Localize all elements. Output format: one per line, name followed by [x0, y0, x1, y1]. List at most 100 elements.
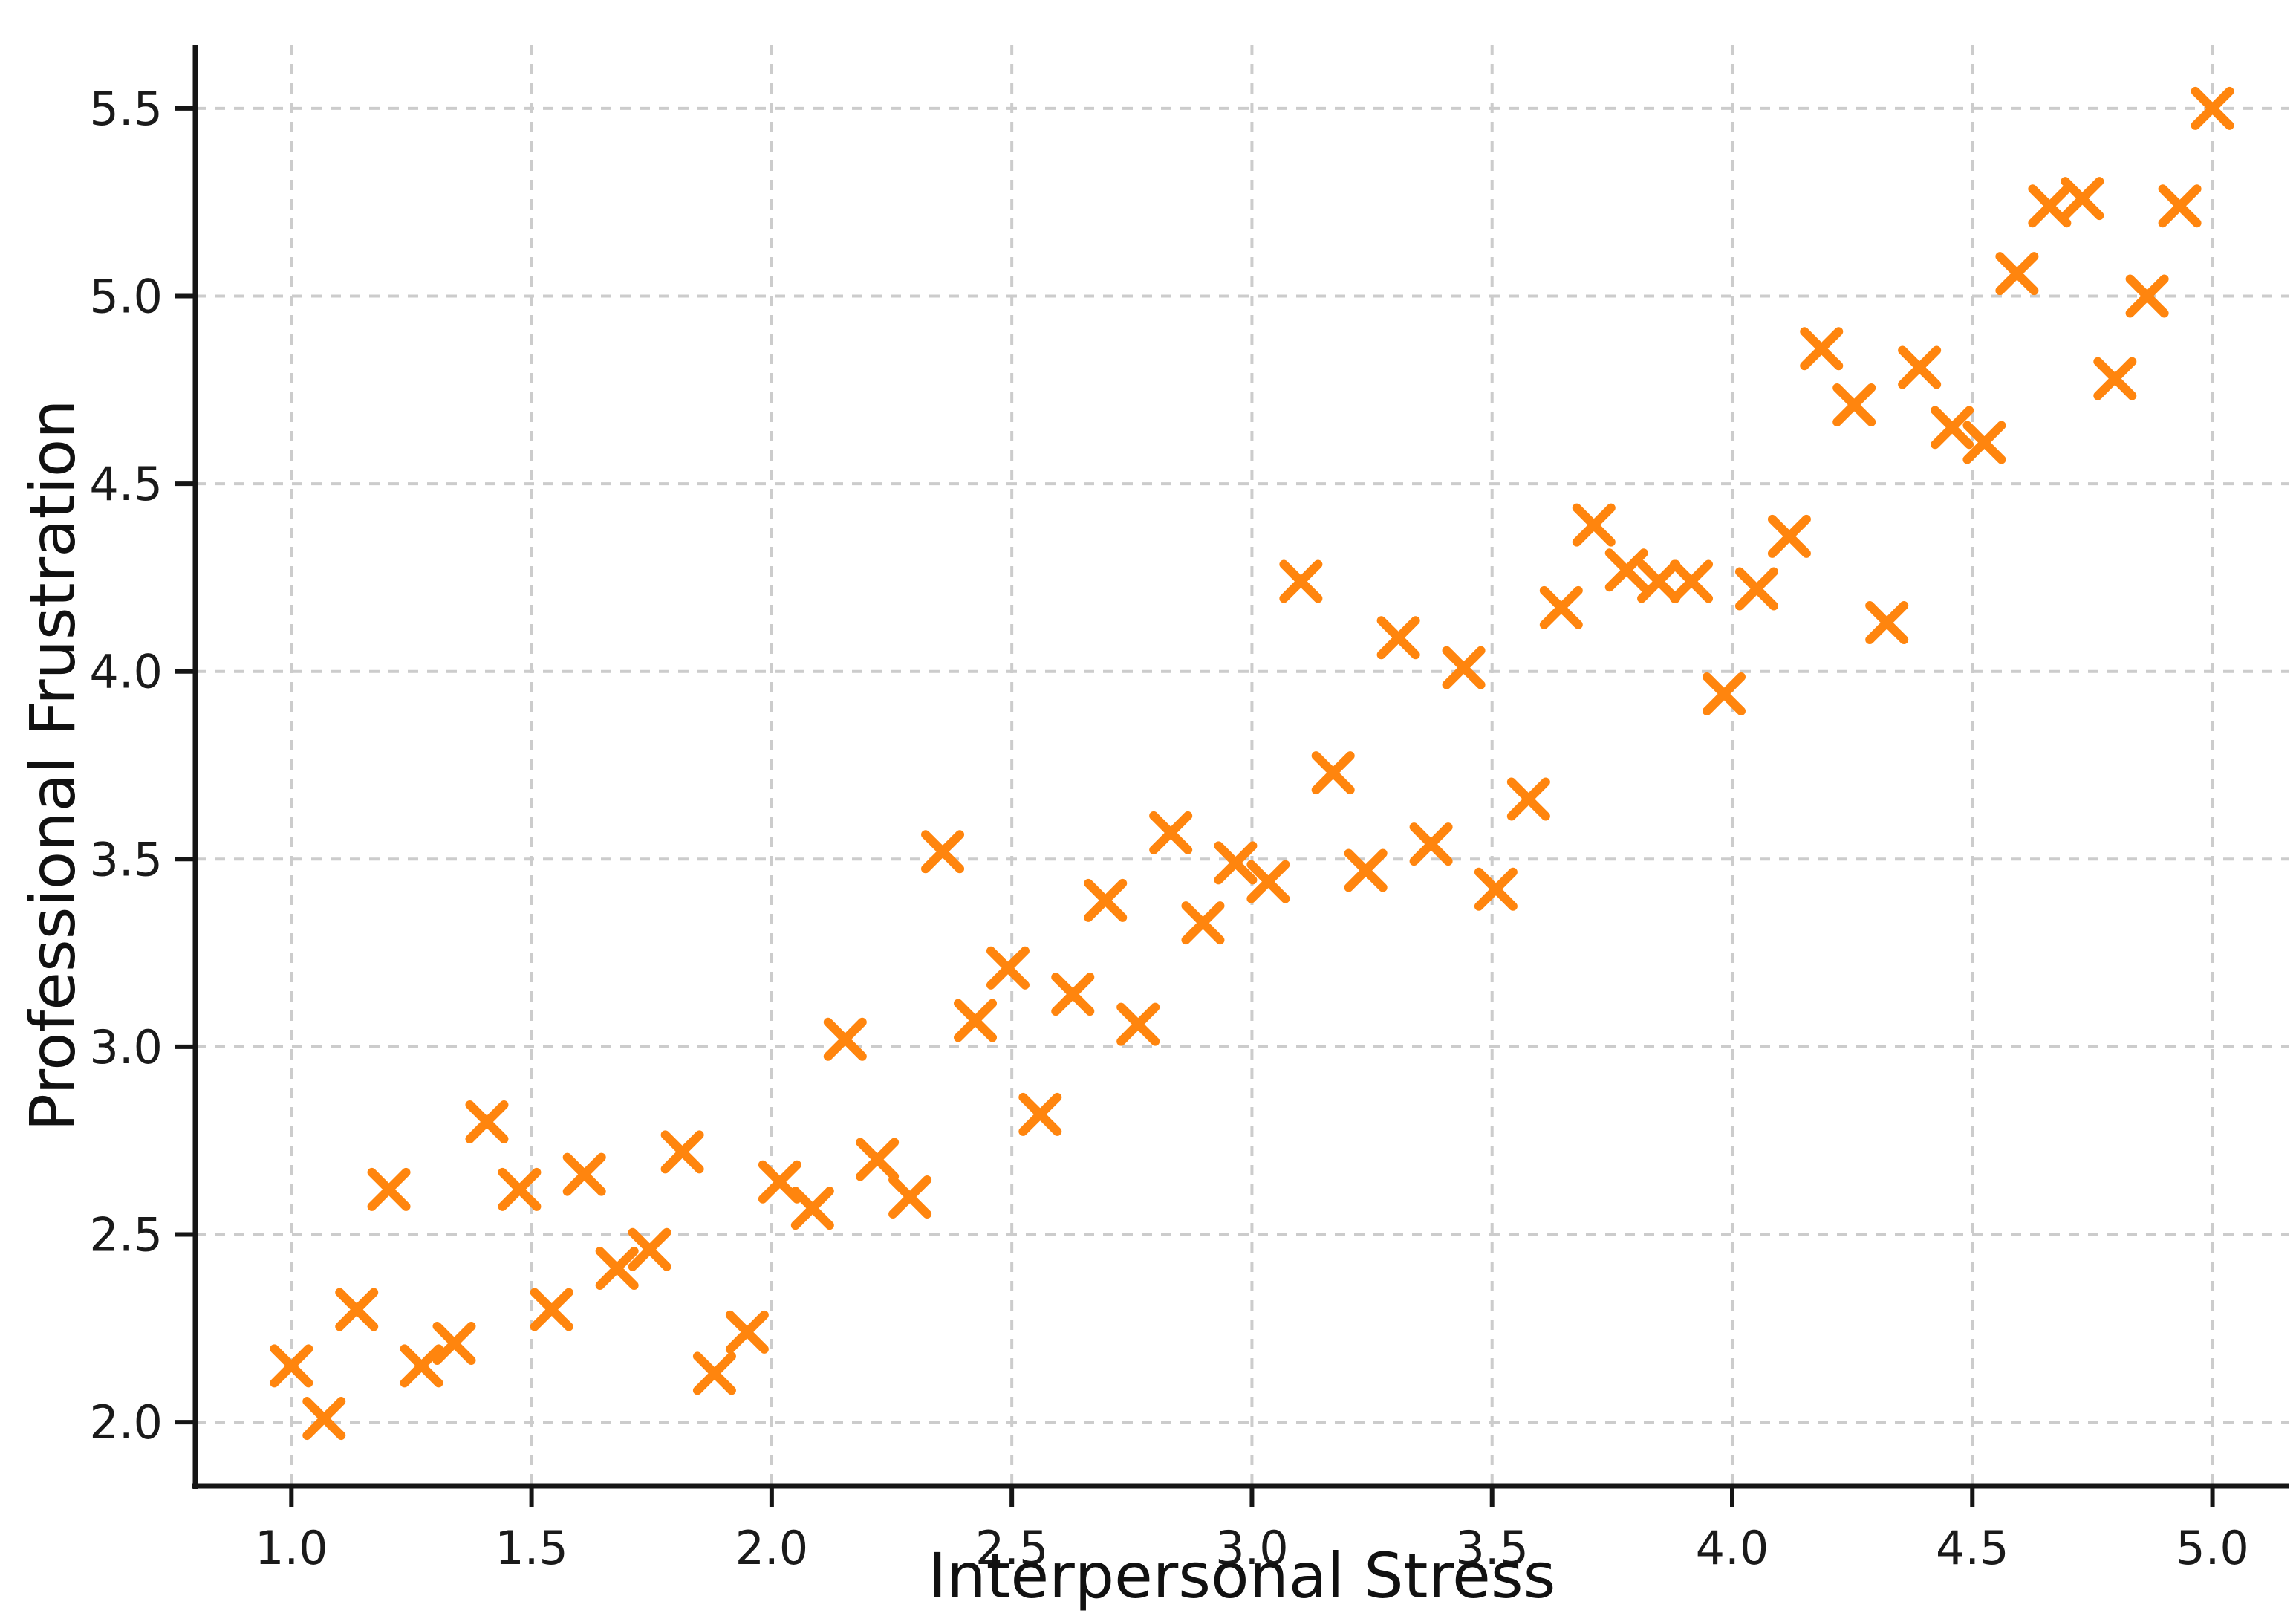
marker-stroke [1409, 822, 1453, 866]
marker-stroke [1051, 973, 1095, 1016]
marker-stroke [335, 1288, 379, 1331]
marker-stroke [1767, 514, 1811, 558]
scatter-point [1865, 601, 1909, 645]
marker-stroke [1898, 345, 1942, 389]
marker-stroke [2093, 357, 2137, 400]
x-tick-label: 3.0 [1215, 1521, 1289, 1575]
marker-stroke [1539, 585, 1583, 629]
marker-stroke [302, 1397, 346, 1441]
marker-stroke [1637, 559, 1681, 603]
y-tick-label: 2.5 [89, 1208, 163, 1262]
marker-stroke [1506, 777, 1550, 821]
marker-stroke [1149, 811, 1193, 854]
marker-stroke [530, 1288, 573, 1331]
marker-stroke [465, 1100, 509, 1143]
scatter-point [1051, 973, 1095, 1016]
scatter-point [1702, 672, 1746, 716]
scatter-point [2093, 357, 2137, 400]
scatter-point [954, 999, 998, 1042]
scatter-point [1409, 822, 1453, 866]
scatter-point [562, 1152, 606, 1196]
scatter-point [335, 1288, 379, 1331]
marker-stroke [1442, 646, 1486, 689]
scatter-point [2125, 274, 2169, 318]
marker-stroke [1931, 406, 1974, 450]
scatter-point [660, 1130, 704, 1174]
scatter-point [1800, 327, 1844, 371]
scatter-point [1539, 585, 1583, 629]
marker-stroke [595, 1246, 639, 1290]
marker-stroke [1474, 867, 1518, 911]
y-tick-label: 2.0 [89, 1395, 163, 1450]
marker-stroke [1604, 548, 1648, 592]
x-tick-label: 4.5 [1936, 1521, 2009, 1575]
scatter-points [270, 86, 2234, 1441]
marker-stroke [1018, 1092, 1062, 1136]
grid-layer [195, 45, 2289, 1486]
scatter-point [856, 1138, 900, 1181]
marker-stroke [498, 1167, 542, 1211]
marker-stroke [2061, 177, 2104, 221]
marker-stroke [1376, 616, 1420, 660]
scatter-point [2158, 184, 2202, 228]
scatter-point [1604, 548, 1648, 592]
marker-stroke [1572, 503, 1616, 547]
scatter-point [530, 1288, 573, 1331]
scatter-point [823, 1017, 867, 1061]
x-tick-label: 3.5 [1455, 1521, 1529, 1575]
marker-stroke [823, 1017, 867, 1061]
marker-stroke [2125, 274, 2169, 318]
marker-stroke [1702, 672, 1746, 716]
scatter-point [1246, 860, 1290, 903]
scatter-point [1767, 514, 1811, 558]
scatter-point [1637, 559, 1681, 603]
scatter-point [1344, 848, 1388, 892]
marker-stroke [1181, 901, 1225, 945]
x-tick-label: 1.0 [255, 1521, 328, 1575]
scatter-point [1018, 1092, 1062, 1136]
marker-stroke [2158, 184, 2202, 228]
scatter-point [628, 1227, 671, 1271]
marker-stroke [1246, 860, 1290, 903]
marker-stroke [1670, 559, 1714, 603]
scatter-point [1474, 867, 1518, 911]
scatter-point [921, 830, 965, 874]
scatter-point [758, 1160, 801, 1204]
scatter-point [465, 1100, 509, 1143]
marker-stroke [758, 1160, 801, 1204]
scatter-point [1670, 559, 1714, 603]
marker-stroke [2191, 86, 2234, 130]
scatter-point [1116, 1002, 1160, 1046]
scatter-point [1084, 878, 1128, 922]
scatter-point [1931, 406, 1974, 450]
y-tick-label: 4.0 [89, 645, 163, 699]
scatter-point [595, 1246, 639, 1290]
marker-stroke [1084, 878, 1128, 922]
scatter-point [790, 1187, 834, 1230]
marker-stroke [1279, 559, 1323, 603]
marker-stroke [400, 1344, 443, 1388]
x-tick-label: 1.5 [495, 1521, 568, 1575]
marker-stroke [1832, 383, 1876, 426]
scatter-point [2028, 184, 2072, 228]
scatter-point [1962, 421, 2006, 464]
y-axis-label: Professional Frustration [16, 399, 89, 1131]
marker-stroke [1214, 841, 1258, 885]
marker-stroke [692, 1351, 736, 1395]
scatter-point [367, 1167, 411, 1211]
y-tick-label: 3.5 [89, 832, 163, 886]
marker-stroke [856, 1138, 900, 1181]
scatter-point [1572, 503, 1616, 547]
scatter-point [692, 1351, 736, 1395]
scatter-point [1442, 646, 1486, 689]
x-tick-label: 2.5 [975, 1521, 1049, 1575]
scatter-point [1311, 751, 1355, 795]
marker-stroke [270, 1344, 313, 1388]
marker-stroke [954, 999, 998, 1042]
marker-stroke [660, 1130, 704, 1174]
scatter-point [1898, 345, 1942, 389]
y-tick-label: 4.5 [89, 457, 163, 511]
marker-stroke [2028, 184, 2072, 228]
